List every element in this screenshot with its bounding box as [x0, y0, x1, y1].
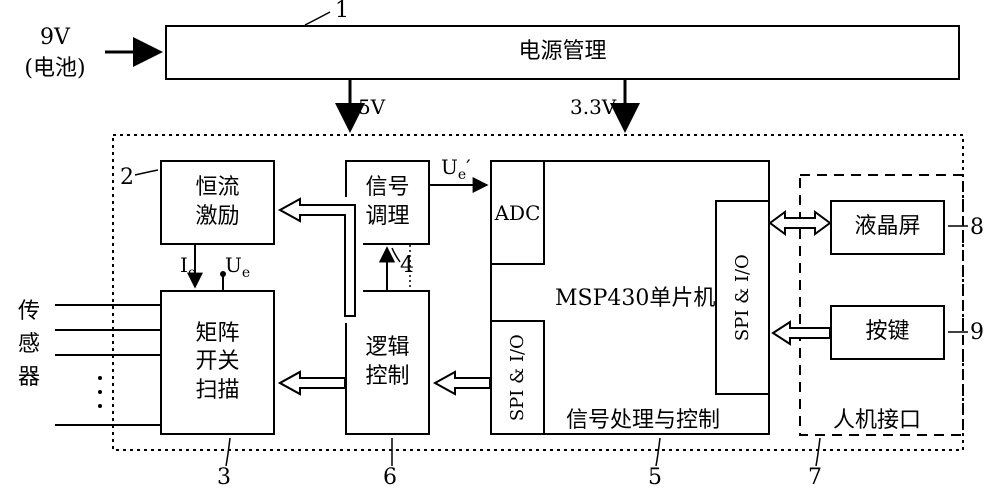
constant-current-block: 恒流 激励 — [160, 160, 275, 245]
ref-2: 2 — [120, 165, 134, 190]
ref-7: 7 — [808, 465, 822, 490]
lcd-block: 液晶屏 — [830, 200, 945, 255]
logic-control-block: 逻辑 控制 — [345, 290, 430, 435]
ref-3: 3 — [217, 465, 231, 490]
adc-block: ADC — [490, 160, 545, 265]
input-voltage-label: 9V (电池) — [10, 25, 100, 82]
mcu-name-label: MSP430单片机 — [555, 280, 715, 312]
spi-right-block: SPI & I/O — [715, 200, 770, 395]
matrix-switch-block: 矩阵 开关 扫描 — [160, 290, 275, 435]
spi-left-block: SPI & I/O — [490, 320, 545, 435]
hmi-caption-label: 人机接口 — [833, 402, 921, 434]
ref-1: 1 — [335, 0, 349, 23]
rail-5v-label: 5V — [358, 95, 385, 119]
power-management-block: 电源管理 — [165, 25, 960, 80]
ref-8: 8 — [970, 215, 984, 240]
keys-block: 按键 — [830, 305, 945, 360]
signal-conditioning-block: 信号 调理 — [345, 160, 430, 245]
sensor-side-label: 传 感 器 — [18, 295, 40, 394]
ref-4: 4 — [400, 253, 414, 278]
ue-prime-label: Ue′ — [441, 155, 471, 183]
mcu-caption-label: 信号处理与控制 — [566, 402, 720, 434]
ref-5: 5 — [648, 465, 662, 490]
ue-label: Ue — [225, 253, 250, 281]
rail-3v3-label: 3.3V — [570, 95, 616, 119]
ref-9: 9 — [970, 320, 984, 345]
ie-label: Ie — [180, 253, 196, 281]
ref-6: 6 — [383, 465, 397, 490]
diagram-canvas: 9V (电池) 电源管理 恒流 激励 矩阵 开关 扫描 信号 调理 逻辑 控制 — [0, 0, 1000, 501]
